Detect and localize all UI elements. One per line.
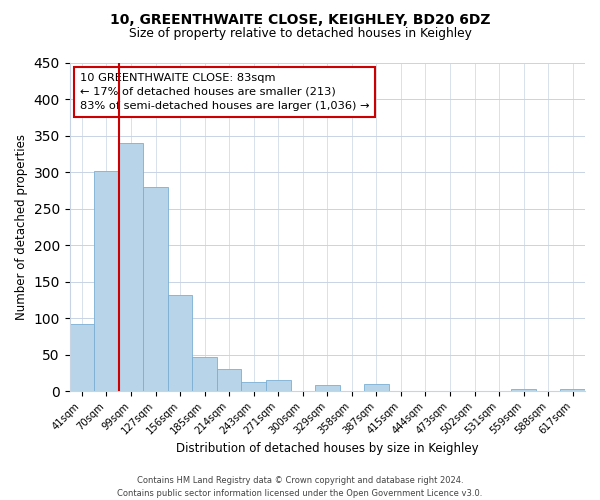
Bar [217,369,241,391]
Text: 10 GREENTHWAITE CLOSE: 83sqm
← 17% of detached houses are smaller (213)
83% of s: 10 GREENTHWAITE CLOSE: 83sqm ← 17% of de… [80,73,370,111]
Bar [266,380,290,391]
Bar [364,384,389,391]
Text: 10, GREENTHWAITE CLOSE, KEIGHLEY, BD20 6DZ: 10, GREENTHWAITE CLOSE, KEIGHLEY, BD20 6… [110,12,490,26]
Bar [241,382,266,391]
Bar [94,171,119,391]
Bar [168,295,193,391]
Bar [193,357,217,391]
X-axis label: Distribution of detached houses by size in Keighley: Distribution of detached houses by size … [176,442,479,455]
Y-axis label: Number of detached properties: Number of detached properties [15,134,28,320]
Text: Contains HM Land Registry data © Crown copyright and database right 2024.
Contai: Contains HM Land Registry data © Crown c… [118,476,482,498]
Bar [511,389,536,391]
Bar [315,386,340,391]
Bar [560,389,585,391]
Bar [119,143,143,391]
Bar [70,324,94,391]
Text: Size of property relative to detached houses in Keighley: Size of property relative to detached ho… [128,28,472,40]
Bar [143,187,168,391]
